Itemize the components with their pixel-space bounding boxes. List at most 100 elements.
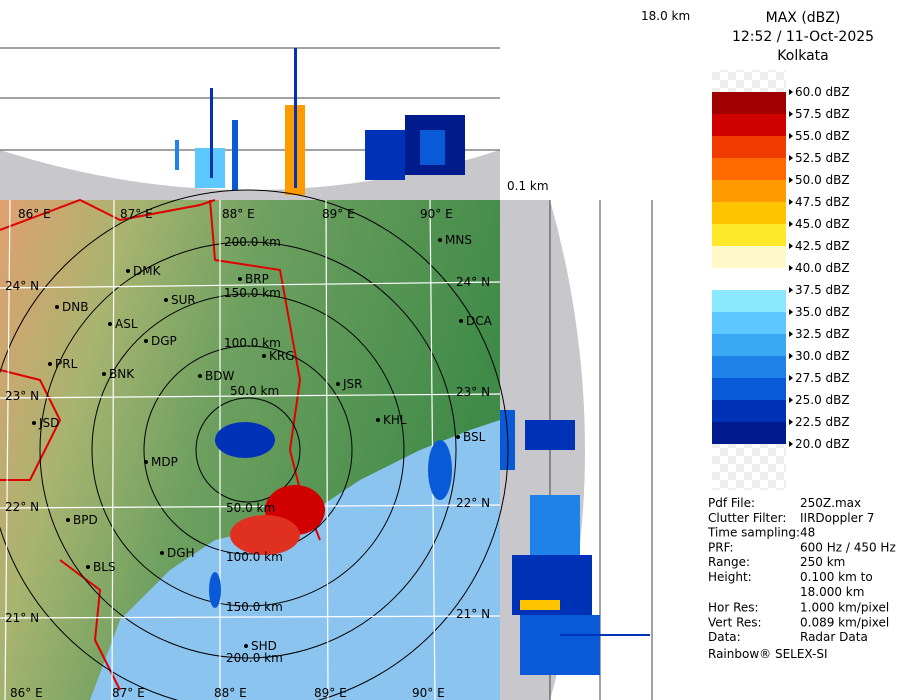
footer: Rainbow® SELEX-SI — [708, 647, 828, 661]
legend-swatch — [712, 136, 786, 158]
lon-label: 88° E — [222, 207, 255, 221]
legend-swatch — [712, 334, 786, 356]
info-value: 18.000 km — [800, 585, 864, 599]
profile-top-height: 18.0 km — [641, 9, 690, 23]
legend-label: 25.0 dBZ — [795, 393, 850, 407]
legend-label: 20.0 dBZ — [795, 437, 850, 451]
legend-swatch — [712, 92, 786, 114]
lat-label: 23° N — [456, 385, 490, 399]
legend-label: 45.0 dBZ — [795, 217, 850, 231]
legend-label: 57.5 dBZ — [795, 107, 850, 121]
info-label: Range: — [708, 555, 750, 569]
lat-label: 23° N — [5, 389, 39, 403]
profile-shade — [0, 150, 500, 200]
city-dot — [144, 460, 148, 464]
legend-label: 22.5 dBZ — [795, 415, 850, 429]
profile-echoes — [175, 48, 465, 195]
legend-tick — [789, 243, 793, 249]
city-label: DNB — [62, 300, 88, 314]
legend-tick — [789, 265, 793, 271]
city-dot — [438, 238, 442, 242]
info-value: 600 Hz / 450 Hz — [800, 540, 896, 554]
range-label: 200.0 km — [224, 235, 281, 249]
city-label: MDP — [151, 455, 178, 469]
legend-tick — [789, 199, 793, 205]
legend-label: 52.5 dBZ — [795, 151, 850, 165]
city-label: BLS — [93, 560, 116, 574]
legend-tick — [789, 221, 793, 227]
city-label: PRL — [55, 357, 78, 371]
city-dot — [164, 298, 168, 302]
range-label: 100.0 km — [224, 336, 281, 350]
info-label: Data: — [708, 630, 741, 644]
legend-swatch — [712, 158, 786, 180]
city-dot — [459, 319, 463, 323]
legend-tick — [789, 287, 793, 293]
info-value: 250Z.max — [800, 496, 861, 510]
legend-label: 42.5 dBZ — [795, 239, 850, 253]
city-label: BDW — [205, 369, 234, 383]
legend-swatch — [712, 114, 786, 136]
city-dot — [336, 382, 340, 386]
lon-label: 87° E — [120, 207, 153, 221]
city-dot — [102, 372, 106, 376]
legend-swatch — [712, 246, 786, 268]
legend-swatch — [712, 202, 786, 224]
info-value: IIRDoppler 7 — [800, 511, 874, 525]
city-dot — [32, 421, 36, 425]
lon-label: 87° E — [112, 686, 145, 700]
lon-label: 90° E — [420, 207, 453, 221]
legend-label: 47.5 dBZ — [795, 195, 850, 209]
city-label: BNK — [109, 367, 135, 381]
legend-title: MAX (dBZ) — [766, 10, 841, 26]
graticule — [0, 199, 501, 700]
info-value: 48 — [800, 526, 815, 540]
info-label: PRF: — [708, 540, 734, 554]
lat-label: 22° N — [456, 496, 490, 510]
legend-station: Kolkata — [777, 48, 828, 64]
info-label: Clutter Filter: — [708, 511, 786, 525]
city-label: DGP — [151, 334, 177, 348]
legend-swatch — [712, 422, 786, 444]
lat-label: 24° N — [5, 279, 39, 293]
lat-label: 21° N — [5, 611, 39, 625]
lon-label: 86° E — [18, 207, 51, 221]
profile-echoes — [500, 410, 650, 675]
legend-label: 35.0 dBZ — [795, 305, 850, 319]
city-label: KHL — [383, 413, 407, 427]
lon-label: 89° E — [314, 686, 347, 700]
city-dot — [244, 644, 248, 648]
legend-swatch — [712, 312, 786, 334]
legend-tick — [789, 353, 793, 359]
legend-swatch — [712, 224, 786, 246]
city-dot — [144, 339, 148, 343]
range-label: 50.0 km — [230, 384, 279, 398]
sea — [90, 420, 500, 700]
legend-tick — [789, 441, 793, 447]
info-label: Hor Res: — [708, 601, 759, 615]
city-dot — [376, 418, 380, 422]
info-label: Time sampling: — [707, 526, 800, 540]
city-label: BSL — [463, 430, 486, 444]
city-dot — [126, 269, 130, 273]
range-label: 200.0 km — [226, 651, 283, 665]
info-label: Vert Res: — [708, 615, 762, 629]
city-dot — [160, 551, 164, 555]
city-dot — [108, 322, 112, 326]
city-dot — [48, 362, 52, 366]
legend-label: 60.0 dBZ — [795, 85, 850, 99]
city-label: SUR — [171, 293, 196, 307]
legend-tick — [789, 133, 793, 139]
legend-tick — [789, 111, 793, 117]
lon-label: 89° E — [322, 207, 355, 221]
map: 86° E 86° E 87° E 87° E 88° E 88° E 89° E 89° E… — [0, 189, 509, 700]
profile-bottom-height: 0.1 km — [507, 179, 549, 193]
city-dot — [66, 518, 70, 522]
legend-swatch — [712, 378, 786, 400]
city-label: ASL — [115, 317, 138, 331]
info-value: 0.100 km to — [800, 570, 873, 584]
legend-tick — [789, 309, 793, 315]
lat-label: 22° N — [5, 500, 39, 514]
legend-swatch — [712, 356, 786, 378]
legend-tick — [789, 397, 793, 403]
